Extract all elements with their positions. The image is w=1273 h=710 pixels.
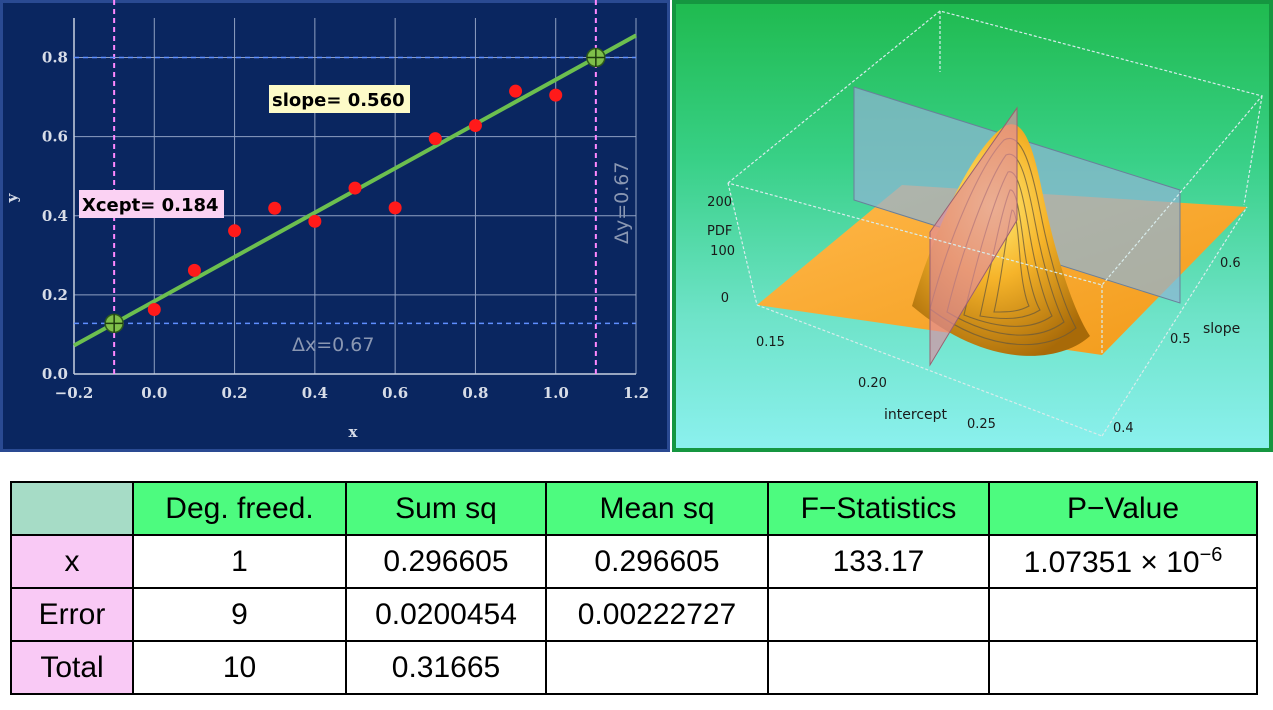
- cell-mean-sq: 0.00222727: [545, 587, 769, 642]
- row-label: x: [10, 534, 134, 589]
- data-point: [308, 214, 322, 228]
- data-point: [348, 181, 362, 195]
- cell-p-value: [988, 640, 1258, 695]
- p-value-exponent: −6: [1199, 543, 1223, 566]
- intercept-tick-025: 0.25: [967, 417, 996, 432]
- header-mean-sq: Mean sq: [545, 481, 769, 536]
- data-point: [228, 224, 242, 238]
- table-row: Total 10 0.31665: [10, 640, 1258, 695]
- cell-p-value: 1.07351 × 10−6: [988, 534, 1258, 589]
- x-tick-label: 0.4: [302, 384, 328, 402]
- slope-axis-label: slope: [1203, 321, 1240, 337]
- y-tick-label: 0.2: [42, 286, 68, 304]
- pdf-surface-plot: PDF 0 100 200 0.15 0.20 0.25 intercept 0…: [707, 10, 1264, 437]
- table-header-row: Deg. freed. Sum sq Mean sq F−Statistics …: [10, 481, 1258, 536]
- data-point: [549, 88, 563, 102]
- slope-tick-04: 0.4: [1113, 421, 1134, 436]
- y-tick-label: 0.6: [42, 128, 68, 146]
- slope-annotation: slope= 0.560: [272, 90, 405, 111]
- cell-dof: 10: [132, 640, 347, 695]
- xcept-annotation-bg: [79, 190, 224, 218]
- data-point: [509, 84, 523, 98]
- intercept-axis-label: intercept: [884, 407, 948, 423]
- xcept-annotation: Xcept= 0.184: [82, 195, 219, 216]
- row-label: Error: [10, 587, 134, 642]
- header-f-statistics: F−Statistics: [767, 481, 990, 536]
- p-value-mantissa: 1.07351 × 10: [1023, 545, 1200, 579]
- pdf-surface-panel: PDF 0 100 200 0.15 0.20 0.25 intercept 0…: [672, 0, 1273, 452]
- x-tick-label: 1.0: [543, 384, 569, 402]
- cell-f-statistic: [767, 640, 990, 695]
- cell-p-value: [988, 587, 1258, 642]
- y-tick-label: 0.4: [42, 207, 68, 225]
- data-point: [468, 119, 482, 133]
- cell-mean-sq: [545, 640, 769, 695]
- data-point: [187, 263, 201, 277]
- z-axis-label: PDF: [707, 224, 732, 239]
- intercept-tick-020: 0.20: [858, 376, 887, 391]
- x-tick-label: 0.8: [462, 384, 488, 402]
- row-label: Total: [10, 640, 134, 695]
- cell-f-statistic: 133.17: [767, 534, 990, 589]
- slope-tick-05: 0.5: [1170, 332, 1191, 347]
- y-tick-label: 0.8: [42, 49, 68, 67]
- z-tick-0: 0: [721, 291, 729, 306]
- dy-annotation: Δy=0.67: [611, 162, 633, 244]
- x-tick-label: 1.2: [623, 384, 649, 402]
- cell-dof: 9: [132, 587, 347, 642]
- header-p-value: P−Value: [988, 481, 1258, 536]
- y-tick-label: 0.0: [42, 365, 68, 383]
- cell-sum-sq: 0.296605: [345, 534, 547, 589]
- z-tick-200: 200: [707, 195, 732, 210]
- slope-tick-06: 0.6: [1220, 256, 1241, 271]
- cell-f-statistic: [767, 587, 990, 642]
- header-dof: Deg. freed.: [132, 481, 347, 536]
- data-point: [147, 303, 161, 317]
- bounding-box: [727, 10, 1264, 437]
- x-tick-label: 0.2: [222, 384, 248, 402]
- intercept-slice-plane: [929, 106, 1018, 367]
- data-point: [268, 201, 282, 215]
- y-axis-label: y: [3, 192, 21, 203]
- x-tick-label: 0.0: [141, 384, 167, 402]
- scatter-chart-panel: −0.2 0.0 0.2 0.4 0.6 0.8 1.0 1.2 0.0 0.2 0.4 0.6 0.8…: [0, 0, 670, 452]
- anova-table: Deg. freed. Sum sq Mean sq F−Statistics …: [10, 481, 1258, 695]
- cell-sum-sq: 0.31665: [345, 640, 547, 695]
- cell-sum-sq: 0.0200454: [345, 587, 547, 642]
- header-corner: [10, 481, 134, 536]
- cell-dof: 1: [132, 534, 347, 589]
- z-tick-100: 100: [710, 244, 735, 259]
- x-tick-label: 0.6: [382, 384, 408, 402]
- table-row: Error 9 0.0200454 0.00222727: [10, 587, 1258, 642]
- dx-annotation: Δx=0.67: [292, 334, 374, 356]
- x-axis-label: x: [349, 423, 359, 441]
- scatter-chart: −0.2 0.0 0.2 0.4 0.6 0.8 1.0 1.20.00.20.40.60.8…: [3, 0, 649, 441]
- table-row: x 1 0.296605 0.296605 133.17 1.07351 × 1…: [10, 534, 1258, 589]
- x-tick-label: −0.2: [55, 384, 94, 402]
- intercept-tick-015: 0.15: [756, 335, 785, 350]
- data-point: [428, 132, 442, 146]
- header-sum-sq: Sum sq: [345, 481, 547, 536]
- data-point: [388, 201, 402, 215]
- slope-annotation-bg: [269, 85, 410, 113]
- cell-mean-sq: 0.296605: [545, 534, 769, 589]
